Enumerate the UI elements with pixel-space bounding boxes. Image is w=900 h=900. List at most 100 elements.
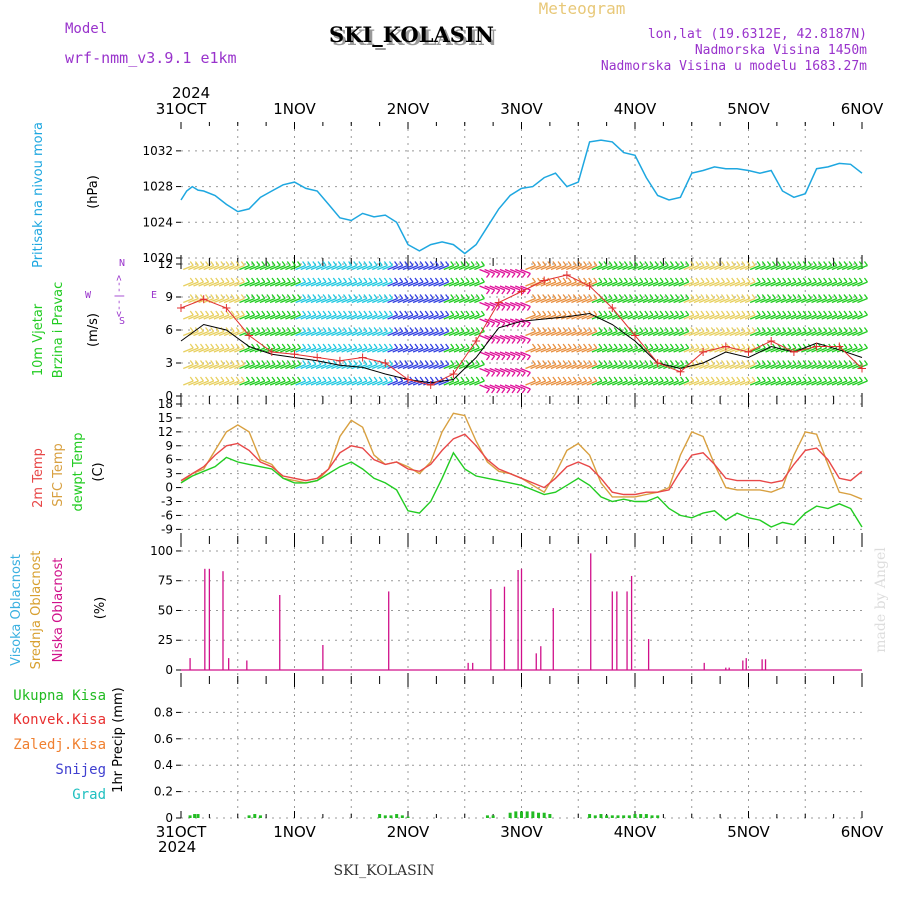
wind-barb (489, 318, 500, 324)
wind-barb (203, 363, 214, 370)
wind-barb (509, 384, 521, 390)
wind-barb (852, 314, 863, 320)
wind-barb (361, 347, 373, 353)
wind-barb-flag (210, 294, 215, 299)
wind-barb-flag (705, 261, 710, 266)
wind-barb-flag (557, 360, 562, 365)
wind-barb (494, 268, 506, 275)
wind-barb-flag (491, 388, 496, 394)
wind-barb-flag (572, 360, 577, 365)
wind-barb (719, 297, 730, 304)
watermark: made by Angel (873, 547, 889, 653)
wind-barb-flag (828, 277, 833, 283)
wind-barb (479, 334, 490, 341)
wind-barb-flag (429, 261, 434, 266)
wind-barb-flag (475, 261, 480, 266)
wind-barb-flag (199, 294, 205, 299)
wind-barb (739, 363, 751, 370)
wind-barb-flag (261, 261, 266, 266)
wind-barb (540, 297, 552, 304)
wind-barb-flag (404, 294, 409, 299)
wind-barb (591, 330, 603, 337)
wind-barb (443, 330, 454, 337)
wind-barb-flag (828, 294, 833, 299)
wind-barb-flag (828, 310, 833, 316)
wind-barb (310, 314, 322, 320)
wind-barb-flag (628, 376, 634, 382)
wind-barb (520, 285, 531, 291)
wind-barb-flag (567, 376, 572, 382)
wind-barb (264, 264, 276, 271)
wind-barb (760, 281, 771, 287)
wind-barb-flag (664, 310, 669, 316)
wind-barb-flag (271, 294, 276, 299)
wind-barb-flag (746, 277, 751, 283)
wind-barb (826, 314, 838, 320)
wind-barb (571, 330, 582, 337)
wind-barb (305, 363, 317, 370)
wind-barb (463, 380, 475, 386)
wind-barb-flag (215, 294, 220, 299)
wind-barb (392, 363, 403, 370)
wind-barb-flag (766, 294, 771, 299)
wind-barb-flag (189, 294, 194, 299)
wind-barb (285, 264, 296, 271)
wind-barb-flag (501, 339, 506, 344)
wind-barb (601, 347, 613, 353)
wind-barb (760, 363, 771, 370)
wind-barb-flag (194, 277, 199, 283)
wind-barb (315, 314, 327, 320)
wind-barb-flag (710, 310, 715, 316)
wind-barb-flag (199, 360, 205, 365)
wind-barb-flag (342, 327, 348, 332)
wind-barb-flag (669, 360, 674, 365)
wind-barb-flag (823, 277, 828, 283)
wind-barb (790, 281, 802, 287)
wind-barb-flag (628, 261, 634, 266)
wind-barb (601, 314, 613, 320)
wind-barb-flag (567, 310, 572, 316)
wind-barb (264, 380, 276, 386)
wind-barb (336, 363, 347, 370)
wind-barb-flag (823, 310, 828, 316)
wind-barb-flag (792, 261, 797, 266)
wind-barb (775, 347, 786, 353)
wind-barb-flag (256, 343, 261, 349)
wind-barb (688, 314, 700, 320)
wind-barb (673, 330, 684, 337)
wind-barb-flag (853, 327, 858, 332)
wind-barb-flag (440, 343, 445, 349)
wind-barb (208, 347, 220, 353)
wind-barb-flag (812, 327, 817, 332)
wind-barb (637, 281, 649, 287)
wind-barb-flag (373, 360, 378, 365)
wind-barb (652, 264, 664, 271)
wind-barb-flag (271, 277, 276, 283)
wind-barb-flag (583, 327, 588, 332)
year-bottom: 2024 (158, 838, 196, 856)
wind-barb-flag (251, 310, 256, 316)
wind-barb-flag (863, 310, 868, 316)
precip-ytick-label: 0.2 (154, 785, 173, 799)
wind-barb (285, 314, 296, 320)
wind-barb (269, 297, 281, 304)
wind-barb-flag (843, 277, 848, 283)
wind-barb (688, 330, 700, 337)
date-label-top: 1NOV (273, 100, 316, 118)
wind-barb (310, 264, 322, 271)
wind-barb (627, 314, 638, 320)
wind-barb-flag (337, 277, 342, 283)
wind-barb-flag (353, 376, 358, 382)
date-label-bottom: 6NOV (841, 823, 884, 841)
wind-barb-flag (547, 310, 552, 316)
wind-barb-flag (414, 294, 419, 299)
temperature-ytick-label: -3 (161, 495, 173, 509)
wind-barb-flag (772, 310, 777, 316)
wind-barb-flag (470, 261, 475, 266)
wind-barb-flag (230, 360, 235, 365)
wind-barb (683, 330, 695, 337)
wind-barb-flag (373, 261, 378, 266)
wind-barb (239, 297, 250, 304)
wind-barb (525, 297, 536, 304)
wind-barb (458, 380, 470, 386)
